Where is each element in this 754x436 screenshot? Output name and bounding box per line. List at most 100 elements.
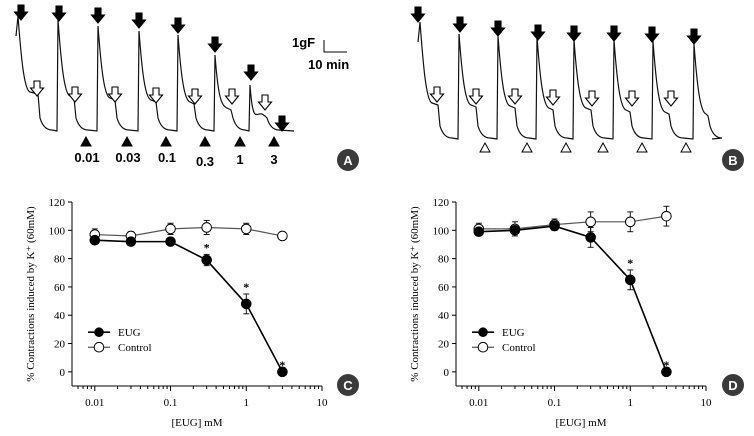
y-tick-label: 60	[54, 282, 66, 294]
badge-letter: B	[728, 153, 737, 168]
chart-panel-d: 0 20 40 60 80 100 120 0.01 0.1 1 10 [EUG] mM % Contr…	[409, 197, 712, 429]
badge-circle	[337, 374, 359, 396]
drug-arrow-icon	[67, 86, 83, 103]
drug-arrow-icon	[224, 88, 240, 105]
y-tick-label: 120	[433, 197, 450, 209]
vehicle-marker-icon	[680, 141, 692, 153]
control-point	[624, 216, 636, 228]
washout-arrow-icon	[490, 20, 506, 37]
x-tick-label: 0.1	[164, 397, 178, 409]
concentration-label: 3	[270, 152, 277, 167]
x-tick-label: 10	[701, 397, 713, 409]
drug-arrow-icon	[187, 88, 203, 105]
washout-arrow-icon	[530, 24, 546, 41]
eug-point	[661, 366, 672, 378]
addition-marker-icon	[160, 135, 172, 147]
concentration-label: 0.1	[158, 150, 176, 165]
y-tick-label: 80	[438, 254, 450, 266]
washout-arrow-icon	[131, 12, 147, 29]
eug-point	[89, 234, 101, 246]
tension-trace	[15, 15, 295, 132]
scale-bar-time: 10 min	[308, 57, 349, 72]
vehicle-marker-icon	[597, 141, 609, 153]
eug-point	[473, 226, 485, 238]
legend-eug-label: EUG	[118, 327, 141, 339]
control-point	[661, 210, 672, 222]
legend-control-marker	[477, 341, 489, 353]
concentration-label: 0.3	[196, 154, 214, 169]
vehicle-marker-icon	[636, 141, 648, 153]
panel-badge-b: B	[722, 149, 744, 171]
eug-point	[509, 225, 521, 236]
concentration-label: 0.01	[74, 150, 99, 165]
washout-arrow-icon	[686, 28, 702, 45]
eug-series-line	[94, 239, 284, 373]
x-tick-label: 0.01	[85, 397, 104, 409]
eug-point	[277, 366, 288, 378]
washout-arrow-icon	[410, 6, 426, 23]
y-tick-label: 0	[444, 367, 450, 379]
washout-arrow-icon	[243, 64, 259, 81]
drug-arrow-icon	[624, 90, 640, 107]
drug-arrow-icon	[663, 90, 679, 107]
addition-marker-icon	[199, 135, 211, 147]
y-tick-label: 100	[49, 225, 66, 237]
legend-eug-label: EUG	[502, 327, 525, 339]
badge-letter: C	[343, 378, 353, 393]
trace-panel-b	[410, 6, 723, 153]
tension-trace	[417, 21, 723, 140]
legend-eug-marker	[94, 327, 104, 338]
concentration-label: 1	[236, 152, 243, 167]
legend-control-label: Control	[502, 342, 536, 354]
significance-marker: *	[279, 358, 285, 372]
y-tick-label: 100	[433, 225, 450, 237]
addition-marker-icon	[121, 135, 133, 147]
badge-letter: A	[343, 153, 353, 168]
badge-circle	[722, 149, 744, 171]
x-axis-label: [EUG] mM	[171, 417, 222, 429]
eug-point	[549, 220, 560, 232]
washout-arrow-icon	[90, 7, 106, 24]
vehicle-marker-icon	[479, 141, 491, 153]
y-axis-label: % Contractions induced by K⁺ (60mM)	[409, 206, 421, 382]
scale-bar-lines	[323, 40, 347, 53]
eug-series-line	[478, 225, 668, 373]
significance-marker: *	[663, 358, 669, 372]
addition-marker-icon	[268, 135, 280, 147]
washout-arrow-icon	[13, 4, 29, 21]
panel-badge-c: C	[337, 374, 359, 396]
control-point	[165, 223, 176, 235]
chart-panel-c: 0 20 40 60 80 100 120 0.01 0.1 1 10 [EUG] mM % Contr…	[25, 197, 328, 429]
y-axis-label: % Contractions induced by K⁺ (60mM)	[25, 206, 37, 382]
badge-letter: D	[728, 378, 737, 393]
vehicle-marker-icon	[560, 141, 572, 153]
badge-circle	[722, 374, 744, 396]
washout-arrow-icon	[606, 25, 622, 42]
drug-arrow-icon	[257, 94, 273, 111]
significance-marker: *	[204, 240, 210, 254]
drug-arrow-icon	[429, 86, 445, 103]
control-series-line	[94, 226, 283, 237]
drug-arrow-icon	[584, 90, 600, 107]
eug-point	[585, 232, 596, 243]
badge-circle	[337, 149, 359, 171]
control-point	[585, 216, 596, 228]
eug-point	[165, 236, 176, 247]
addition-marker-icon	[80, 135, 92, 147]
drug-arrow-icon	[468, 88, 484, 105]
vehicle-marker-icon	[521, 141, 533, 153]
y-tick-label: 80	[54, 254, 66, 266]
drug-arrow-icon	[148, 87, 164, 104]
scale-bar: 1gF 10 min	[292, 35, 349, 72]
washout-arrow-icon	[644, 26, 660, 43]
control-point	[240, 223, 252, 235]
washout-arrow-icon	[207, 36, 223, 53]
y-tick-label: 40	[54, 310, 66, 322]
control-series-line	[478, 215, 667, 230]
y-tick-label: 20	[54, 339, 66, 351]
drug-arrow-icon	[545, 89, 561, 106]
concentration-labels: 0.01 0.03 0.1 0.3 1 3	[74, 150, 277, 169]
washout-arrow-icon	[51, 5, 67, 22]
panel-badge-a: A	[337, 149, 359, 171]
